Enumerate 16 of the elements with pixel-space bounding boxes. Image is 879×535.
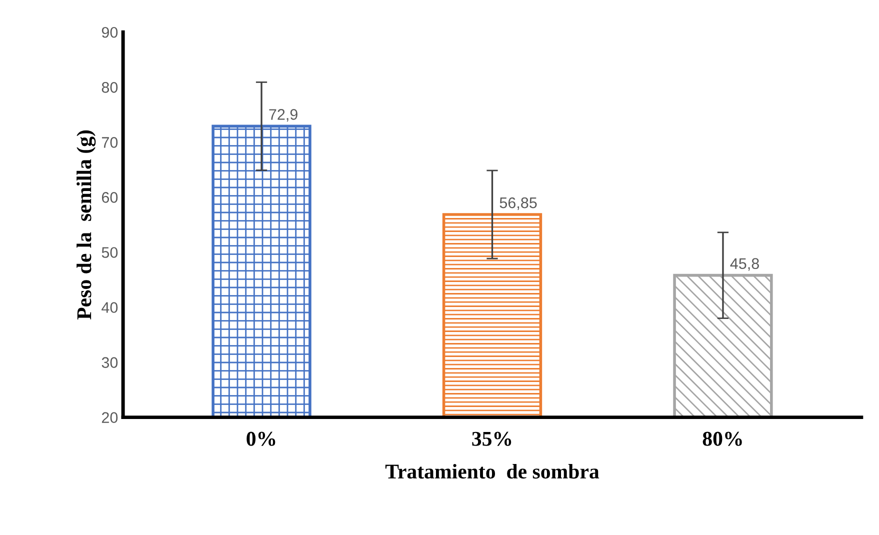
- y-tick-label: 40: [102, 302, 118, 313]
- y-tick-label: 90: [102, 26, 118, 38]
- y-tick-label: 80: [102, 82, 118, 93]
- x-tick-label: 80%: [702, 432, 742, 446]
- data-label: 45,8: [730, 258, 759, 271]
- y-tick-label: 70: [102, 137, 118, 148]
- data-label: 56,85: [500, 197, 537, 210]
- data-label: 72,9: [269, 109, 298, 122]
- y-axis-title: Peso de la semilla (g): [76, 130, 96, 320]
- y-tick-label: 60: [102, 192, 118, 203]
- x-tick-label: 0%: [246, 432, 276, 446]
- y-tick-label: 20: [102, 412, 118, 423]
- x-axis-title: Tratamiento de sombra: [385, 464, 600, 479]
- y-tick-label: 30: [102, 357, 118, 368]
- y-tick-label: 50: [102, 247, 118, 258]
- x-tick-label: 35%: [472, 432, 512, 446]
